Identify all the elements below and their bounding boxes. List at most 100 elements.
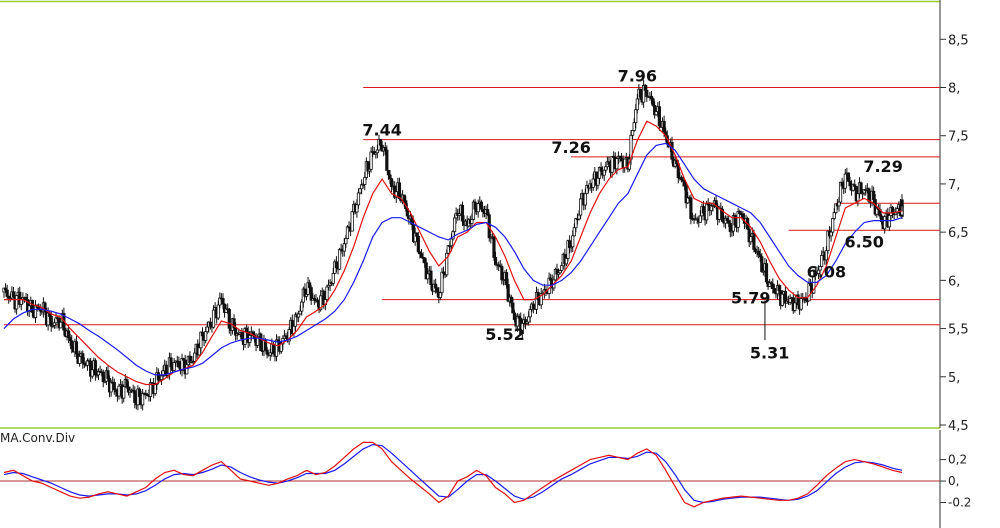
price-tick-label: 6, xyxy=(948,274,960,289)
price-bar-body xyxy=(70,340,74,350)
price-bar-body xyxy=(859,182,863,195)
price-annotation: 7.26 xyxy=(551,138,590,157)
price-annotations: 7.96 7.44 7.26 7.29 6.50 6.08 5.79 5.52 5.31 xyxy=(362,67,902,363)
price-bar-body xyxy=(438,292,442,298)
price-bar-body xyxy=(602,169,606,176)
price-bar-body xyxy=(402,194,406,202)
price-bar-body xyxy=(752,232,756,250)
price-tick-label: 6,5 xyxy=(948,226,969,241)
price-bar-body xyxy=(350,211,354,232)
price-bar-body xyxy=(531,303,535,309)
macd-panel: MA.Conv.Div xyxy=(0,431,940,508)
price-bar-body xyxy=(631,130,635,136)
price-bar-body xyxy=(831,218,835,233)
price-tick-label: 5,5 xyxy=(948,323,969,338)
price-bar-body xyxy=(66,330,71,338)
price-bar-body xyxy=(635,98,639,111)
price-bar-body xyxy=(81,353,85,364)
price-bar-body xyxy=(356,192,361,206)
price-bar-body xyxy=(560,265,564,271)
price-bar-body xyxy=(334,261,339,269)
price-bar-body xyxy=(764,263,769,283)
price-bar-body xyxy=(577,214,581,220)
price-bar-body xyxy=(760,256,764,272)
price-bar-body xyxy=(172,362,176,371)
price-bar-body xyxy=(727,220,731,224)
price-bar-body xyxy=(205,326,209,333)
slow-ma-line xyxy=(3,142,903,376)
price-tick-label: 4,5 xyxy=(948,419,969,434)
price-bar-body xyxy=(512,312,517,321)
price-bar-body xyxy=(308,282,312,289)
price-bar-body xyxy=(227,309,231,329)
price-annotation: 6.08 xyxy=(807,262,846,281)
price-bar-body xyxy=(777,285,781,292)
price-bar-body xyxy=(369,151,373,170)
price-bar-body xyxy=(793,302,797,311)
price-bar-body xyxy=(122,386,126,399)
price-bar-body xyxy=(872,190,876,200)
price-bar-body xyxy=(848,180,852,187)
price-bar-body xyxy=(197,347,201,356)
price-bar-body xyxy=(689,197,693,220)
price-bars xyxy=(2,79,904,411)
price-bar-body xyxy=(596,177,600,186)
price-bar-body xyxy=(492,236,496,258)
price-bar-body xyxy=(610,155,614,173)
price-bar-body xyxy=(208,321,212,327)
price-bar-body xyxy=(344,238,348,245)
price-bar-body xyxy=(452,217,457,233)
price-bar-body xyxy=(623,158,627,169)
price-bar-body xyxy=(358,188,362,194)
price-bar-body xyxy=(579,198,583,216)
price-bar-body xyxy=(867,188,871,202)
price-bar-body xyxy=(193,352,197,362)
price-bar-body xyxy=(169,357,173,368)
price-bar-body xyxy=(325,286,329,301)
price-annotation: 7.29 xyxy=(863,157,902,176)
price-annotation: 5.31 xyxy=(750,343,789,362)
price-bar-body xyxy=(117,385,121,397)
price-bar-body xyxy=(386,170,391,176)
price-bar-body xyxy=(476,203,480,213)
price-bar-body xyxy=(509,296,513,304)
price-bar-body xyxy=(890,206,895,214)
price-bar-body xyxy=(5,289,9,297)
price-bar-body xyxy=(772,288,776,294)
price-bar-body xyxy=(528,309,532,318)
price-bar-body xyxy=(807,283,811,302)
osc-tick-label: 0,2 xyxy=(948,453,967,467)
price-bar-body xyxy=(153,383,157,395)
price-axis: 8,5 8, 7,5 7, 6,5 6, 5,5 5, 4,5 xyxy=(940,33,969,434)
price-bar-body xyxy=(493,257,498,266)
price-bar-body xyxy=(479,201,483,210)
level-lines xyxy=(4,87,940,326)
macd-line xyxy=(3,441,903,508)
price-bar-body xyxy=(500,266,504,281)
price-bar-body xyxy=(799,298,803,310)
price-bar-body xyxy=(49,316,53,327)
price-bar-body xyxy=(141,392,145,406)
price-bar-body xyxy=(883,216,887,230)
price-bar-body xyxy=(662,120,666,133)
price-bar-body xyxy=(109,381,113,393)
moving-averages xyxy=(3,120,903,386)
price-bar-body xyxy=(30,300,34,313)
price-bar-body xyxy=(342,243,346,252)
price-bar-body xyxy=(271,343,276,355)
price-bar-body xyxy=(297,313,301,318)
price-bar-body xyxy=(837,201,841,207)
price-bar-body xyxy=(449,238,454,247)
osc-tick-label: -0.2 xyxy=(948,495,971,509)
price-annotation: 7.96 xyxy=(618,67,657,86)
osc-tick-label: 0, xyxy=(948,474,959,488)
price-bar-body xyxy=(473,201,477,210)
price-bar-body xyxy=(717,207,721,220)
price-bar-body xyxy=(486,209,490,216)
price-bar-body xyxy=(68,337,72,342)
price-bar-body xyxy=(571,235,575,248)
price-bar-body xyxy=(604,166,608,171)
price-bar-body xyxy=(698,215,702,223)
price-bar-body xyxy=(504,272,509,285)
price-bar-body xyxy=(216,304,220,319)
